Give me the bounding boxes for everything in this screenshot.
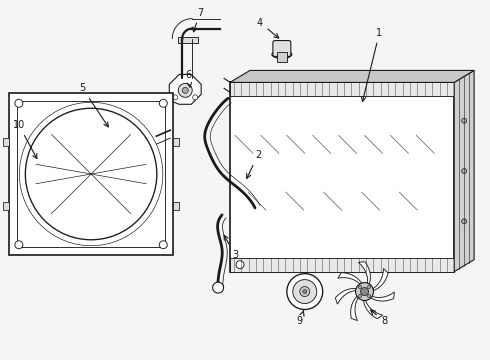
Circle shape bbox=[178, 84, 192, 97]
Bar bbox=[3, 138, 9, 146]
Circle shape bbox=[15, 241, 23, 249]
Circle shape bbox=[356, 283, 373, 301]
Circle shape bbox=[361, 288, 368, 296]
Text: 2: 2 bbox=[246, 150, 261, 178]
Circle shape bbox=[159, 99, 167, 107]
Text: 9: 9 bbox=[297, 311, 304, 327]
Circle shape bbox=[462, 118, 466, 123]
Polygon shape bbox=[351, 296, 358, 321]
Bar bbox=[9, 93, 173, 255]
Circle shape bbox=[287, 274, 323, 310]
Circle shape bbox=[368, 294, 371, 298]
Circle shape bbox=[182, 87, 188, 93]
Polygon shape bbox=[338, 273, 362, 284]
Bar bbox=[230, 82, 454, 272]
Circle shape bbox=[25, 108, 157, 240]
Circle shape bbox=[173, 95, 178, 100]
Polygon shape bbox=[454, 71, 474, 272]
Circle shape bbox=[293, 280, 317, 303]
Ellipse shape bbox=[272, 50, 292, 58]
Bar bbox=[178, 37, 198, 42]
Circle shape bbox=[300, 287, 310, 297]
Text: 6: 6 bbox=[185, 71, 192, 87]
Bar bbox=[173, 202, 179, 210]
Circle shape bbox=[127, 137, 137, 147]
Bar bbox=[3, 202, 9, 210]
Polygon shape bbox=[371, 292, 394, 301]
FancyBboxPatch shape bbox=[124, 100, 141, 122]
Polygon shape bbox=[335, 288, 356, 304]
FancyBboxPatch shape bbox=[273, 41, 291, 57]
Circle shape bbox=[213, 282, 223, 293]
Bar bbox=[173, 138, 179, 146]
Text: 7: 7 bbox=[193, 8, 203, 32]
Text: 1: 1 bbox=[362, 28, 383, 102]
Circle shape bbox=[121, 130, 145, 154]
Circle shape bbox=[303, 289, 307, 293]
Polygon shape bbox=[358, 262, 370, 284]
Bar bbox=[17, 101, 165, 247]
Polygon shape bbox=[104, 116, 156, 170]
Bar bbox=[230, 82, 454, 96]
Text: 5: 5 bbox=[79, 84, 108, 127]
Circle shape bbox=[462, 219, 466, 224]
Circle shape bbox=[193, 95, 197, 100]
Circle shape bbox=[236, 261, 244, 269]
Circle shape bbox=[462, 168, 466, 174]
Text: 10: 10 bbox=[13, 120, 37, 158]
Circle shape bbox=[358, 285, 362, 289]
Polygon shape bbox=[230, 71, 474, 82]
Circle shape bbox=[15, 99, 23, 107]
Bar bbox=[230, 258, 454, 272]
Text: 3: 3 bbox=[224, 235, 238, 260]
Bar bbox=[277, 53, 287, 62]
Circle shape bbox=[358, 294, 362, 298]
Polygon shape bbox=[373, 269, 388, 291]
Polygon shape bbox=[364, 301, 383, 319]
Text: 8: 8 bbox=[370, 310, 388, 327]
Circle shape bbox=[159, 241, 167, 249]
Text: 4: 4 bbox=[257, 18, 279, 38]
Polygon shape bbox=[169, 75, 201, 104]
Circle shape bbox=[368, 285, 371, 289]
